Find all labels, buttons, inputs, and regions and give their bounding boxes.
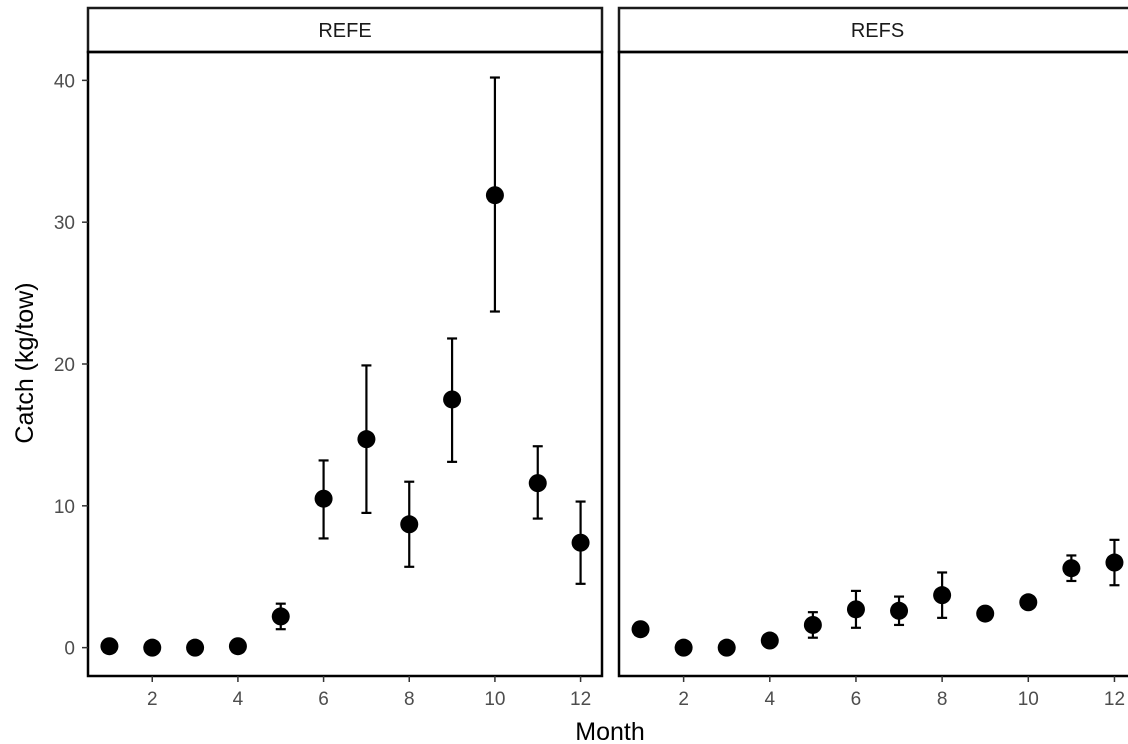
- y-tick-label: 20: [54, 355, 75, 376]
- panel-border: [617, 50, 1128, 678]
- x-tick-label: 12: [1104, 689, 1125, 710]
- data-point: [933, 586, 952, 605]
- x-tick-label: 4: [233, 689, 244, 710]
- data-point: [1105, 553, 1124, 572]
- y-tick-label: 40: [54, 71, 75, 92]
- x-tick-label: 6: [851, 689, 862, 710]
- facet-strip: [617, 6, 1128, 54]
- panel-refs: REFS 2 4 6 8 10 12: [617, 6, 1128, 710]
- data-point: [186, 638, 205, 657]
- x-tick-label: 8: [937, 689, 948, 710]
- x-tick-label: 2: [678, 689, 689, 710]
- data-point: [1062, 559, 1081, 578]
- data-point: [571, 533, 590, 552]
- chart-panels: REFE 2 4 6 8 10 12 0 10 20 30 40 REFS 2 4 6 8 10 12: [54, 6, 1128, 710]
- data-point: [631, 620, 650, 639]
- x-tick-label: 2: [147, 689, 158, 710]
- y-tick-label: 30: [54, 213, 75, 234]
- data-point: [674, 638, 693, 657]
- data-point: [228, 637, 247, 656]
- x-axis-title: Month: [575, 718, 644, 744]
- data-point: [357, 430, 376, 449]
- facet-strip-label: REFS: [851, 20, 904, 42]
- data-point: [100, 637, 119, 656]
- data-point: [271, 607, 290, 626]
- data-point: [485, 186, 504, 205]
- facet-strip-label: REFE: [318, 20, 371, 42]
- data-point: [717, 638, 736, 657]
- x-tick-label: 8: [404, 689, 415, 710]
- data-point: [314, 489, 333, 508]
- panel-refe: REFE 2 4 6 8 10 12 0 10 20 30 40: [54, 6, 604, 710]
- data-point: [1019, 593, 1038, 612]
- data-point: [443, 390, 462, 409]
- y-tick-label: 0: [64, 639, 75, 660]
- x-tick-label: 6: [318, 689, 329, 710]
- x-tick-label: 10: [1018, 689, 1039, 710]
- x-tick-label: 4: [765, 689, 776, 710]
- data-point: [528, 474, 547, 493]
- data-point: [976, 604, 995, 623]
- panel-border: [86, 50, 604, 678]
- data-point: [143, 638, 162, 657]
- x-tick-label: 12: [570, 689, 591, 710]
- x-tick-label: 10: [484, 689, 505, 710]
- y-tick-label: 10: [54, 497, 75, 518]
- facet-strip: [86, 6, 604, 54]
- data-point: [400, 515, 419, 534]
- data-point: [803, 615, 822, 634]
- y-axis-title: Catch (kg/tow): [11, 282, 39, 443]
- data-point: [890, 601, 909, 620]
- data-point: [846, 600, 865, 619]
- data-point: [760, 631, 779, 650]
